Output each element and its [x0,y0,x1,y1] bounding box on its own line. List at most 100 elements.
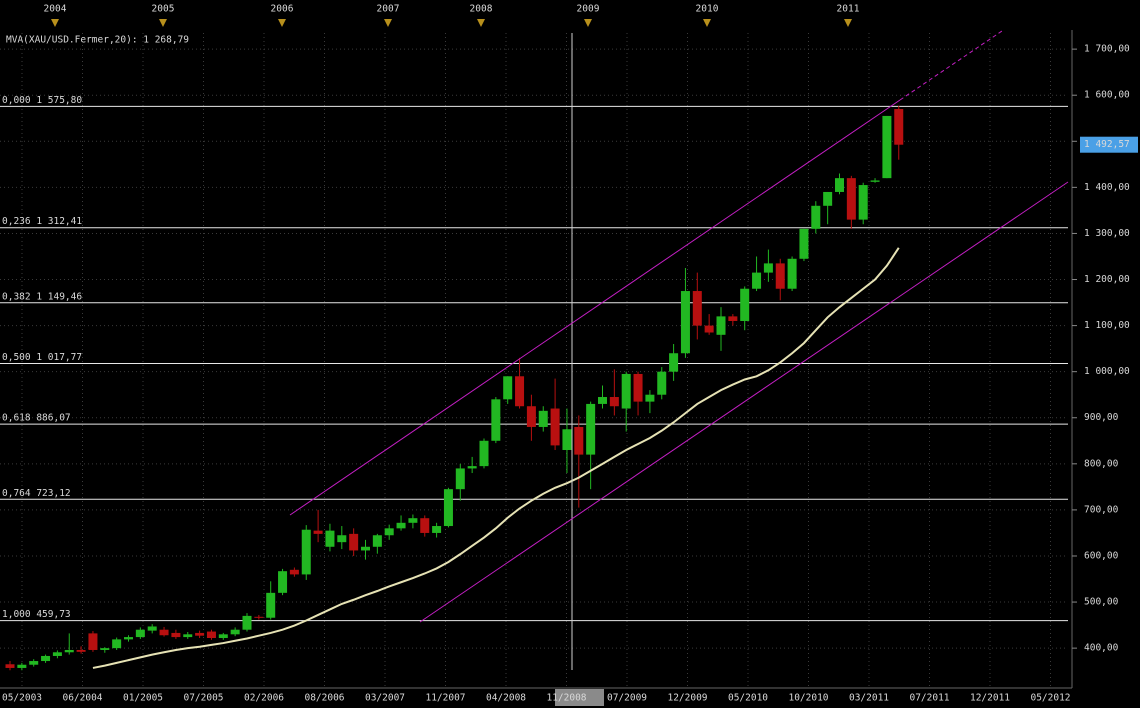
x-tick-label: 01/2005 [123,693,163,704]
candle-body [858,185,868,220]
candle-body [870,180,880,182]
candle-body [29,661,39,665]
candle-body [787,258,797,289]
y-tick-label: 1 700,00 [1084,44,1130,55]
candle-body [799,228,809,259]
candle-body [135,629,145,638]
candle-body [598,397,607,404]
year-marker [278,19,286,27]
candle-body [680,291,690,354]
year-label: 2007 [377,4,400,15]
candle-body [740,288,750,321]
candle-body [515,376,525,407]
y-tick-label: 1 100,00 [1084,320,1130,331]
candle-body [100,648,110,650]
year-marker [844,19,852,27]
candle-body [349,533,359,551]
candle-body [64,649,74,653]
x-tick-label: 06/2004 [62,693,102,704]
year-label: 2008 [470,4,493,15]
year-label: 2010 [696,4,719,15]
candle-body [313,530,323,534]
last-price-tag [1080,136,1138,153]
candle-body [479,440,489,467]
candle-body [17,664,27,668]
fib-label: 0,500 1 017,77 [2,352,82,363]
y-tick-label: 1 000,00 [1084,366,1130,377]
year-label: 2004 [44,4,67,15]
x-tick-label: 12/2011 [970,693,1010,704]
candle-body [538,410,548,427]
year-label: 2006 [271,4,294,15]
fib-label: 0,618 886,07 [2,413,71,424]
candle-body [491,399,501,441]
candle-body [574,426,584,455]
candle-body [159,629,169,636]
candle-body [41,655,51,662]
candle-body [550,408,560,446]
candle-body [124,637,133,640]
x-tick-label: 07/2011 [909,693,949,704]
candle-body [526,406,536,427]
candle-body [716,316,726,335]
last-price-label: 1 492,57 [1084,139,1130,150]
y-tick-label: 1 300,00 [1084,228,1130,239]
candle-body [408,518,418,523]
candle-body [183,634,193,638]
candle-body [432,526,442,533]
candle-body [609,397,619,407]
y-tick-label: 700,00 [1084,504,1119,515]
x-tick-label: 07/2009 [607,693,647,704]
candle-body [289,569,299,575]
candle-body [254,616,264,618]
candle-body [195,632,205,636]
candle-body [230,629,240,635]
year-marker [51,19,59,27]
candle-body [467,466,477,469]
fib-label: 0,236 1 312,41 [2,216,82,227]
year-marker [477,19,485,27]
year-marker [159,19,167,27]
candle-body [882,115,892,179]
x-tick-label: 08/2006 [304,693,344,704]
candle-body [420,518,430,533]
channel-lower [419,181,1069,623]
candle-body [443,489,453,527]
year-marker [384,19,392,27]
candle-body [775,263,785,289]
channel-upper [289,99,901,516]
x-tick-label: 04/2008 [486,693,526,704]
candle-body [752,272,762,289]
fib-label: 0,000 1 575,80 [2,95,82,106]
x-tick-label: 05/2003 [2,693,42,704]
year-label: 2005 [152,4,175,15]
fib-label: 0,382 1 149,46 [2,291,82,302]
x-tick-label: 03/2007 [365,693,405,704]
year-label: 2011 [837,4,860,15]
candle-body [645,394,655,402]
candle-body [112,639,122,649]
candle-body [835,178,844,192]
x-tick-label: 03/2011 [849,693,889,704]
y-tick-label: 1 400,00 [1084,182,1130,193]
candle-body [278,571,288,593]
candle-body [396,522,406,529]
candle-body [361,546,370,551]
candle-body [763,263,773,273]
y-tick-label: 600,00 [1084,550,1119,561]
x-tick-label: 10/2010 [788,693,828,704]
x-label-highlight [555,689,604,706]
candle-body [894,109,904,145]
candle-body [823,191,833,206]
x-tick-label: 05/2012 [1030,693,1070,704]
candle-body [621,373,631,409]
year-label: 2009 [577,4,600,15]
candle-body [846,178,856,220]
candle-body [337,535,347,543]
y-tick-label: 800,00 [1084,458,1119,469]
candle-body [692,291,702,326]
candle-body [266,592,276,618]
candle-body [76,649,86,652]
